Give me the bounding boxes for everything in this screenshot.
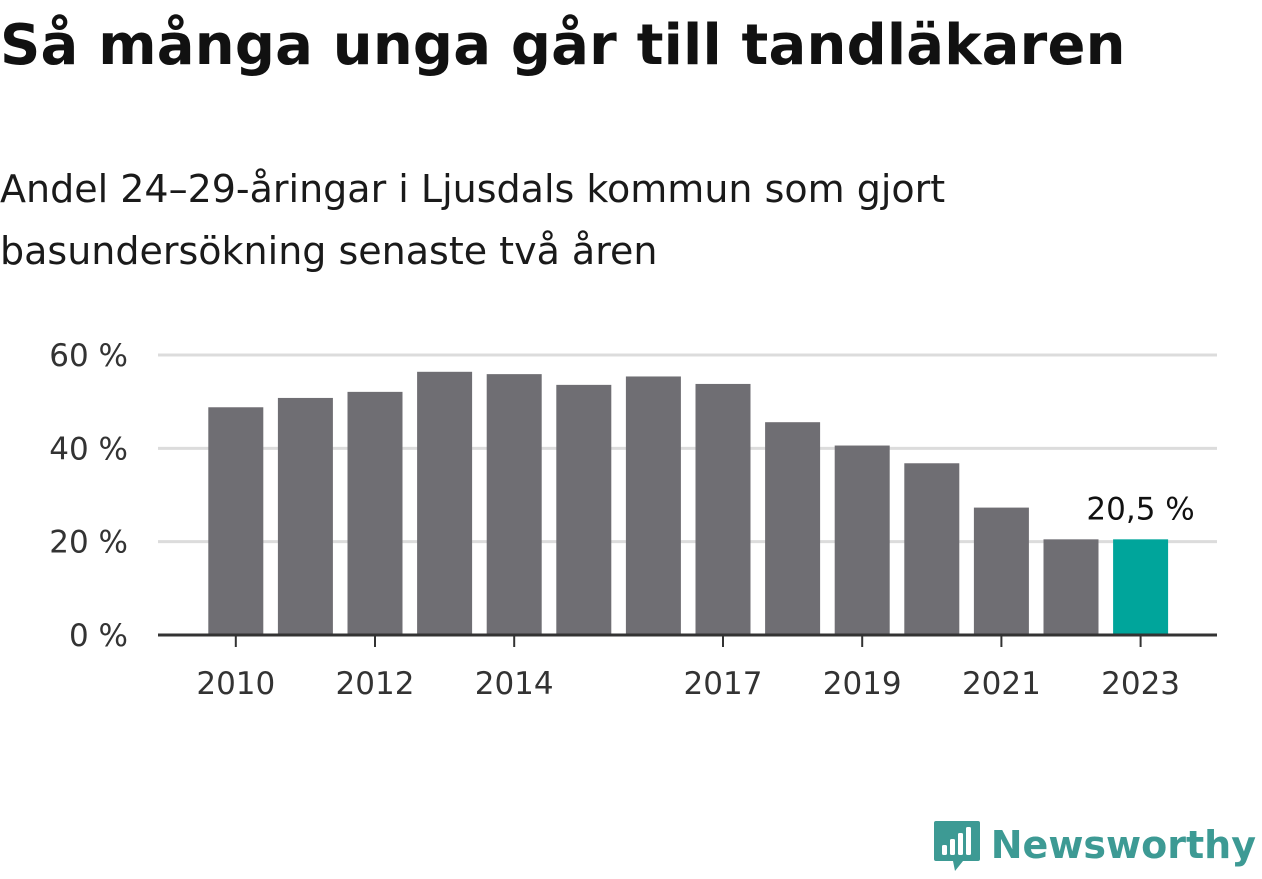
x-tick-label: 2023: [1101, 666, 1180, 702]
labels: 0 % 20 % 40 % 60 % 2010 2012 2014 2017 2019 2021 2…: [49, 338, 1195, 702]
bar-2017: [695, 383, 751, 635]
grid-lines: [158, 353, 1217, 544]
y-tick-label: 20 %: [49, 525, 128, 561]
bar-2023: [1113, 539, 1169, 635]
bar-2022: [1043, 539, 1099, 635]
y-tick-label: 60 %: [49, 338, 128, 374]
bar-2011: [277, 397, 333, 635]
bar-2010: [208, 407, 264, 635]
x-tick-label: 2014: [475, 666, 554, 702]
x-tick-label: 2012: [336, 666, 415, 702]
x-tick-label: 2021: [962, 666, 1041, 702]
bars: [208, 371, 1169, 635]
x-tick-label: 2019: [823, 666, 902, 702]
bar-2014: [486, 374, 542, 635]
bar-2018: [765, 422, 821, 635]
bar-chart-speech-bubble-icon: [933, 821, 980, 871]
brand-name: Newsworthy: [990, 823, 1256, 867]
bar-2015: [556, 384, 612, 635]
y-tick-label: 40 %: [49, 431, 128, 467]
x-tick-label: 2010: [196, 666, 275, 702]
y-tick-label: 0 %: [69, 618, 128, 654]
x-axis: [158, 633, 1217, 647]
chart-subtitle: Andel 24–29-åringar i Ljusdals kommun so…: [0, 167, 946, 273]
bar-2020: [904, 463, 960, 635]
data-label-2023: 20,5 %: [1086, 491, 1194, 527]
brand-logo: Newsworthy: [933, 817, 1256, 873]
bar-2021: [973, 507, 1029, 635]
bar-2012: [347, 391, 403, 635]
bar-2013: [417, 371, 473, 635]
chart-title: Så många unga går till tandläkaren: [0, 13, 1126, 78]
x-tick-label: 2017: [684, 666, 763, 702]
bar-2016: [625, 376, 681, 635]
bar-2019: [834, 445, 890, 635]
